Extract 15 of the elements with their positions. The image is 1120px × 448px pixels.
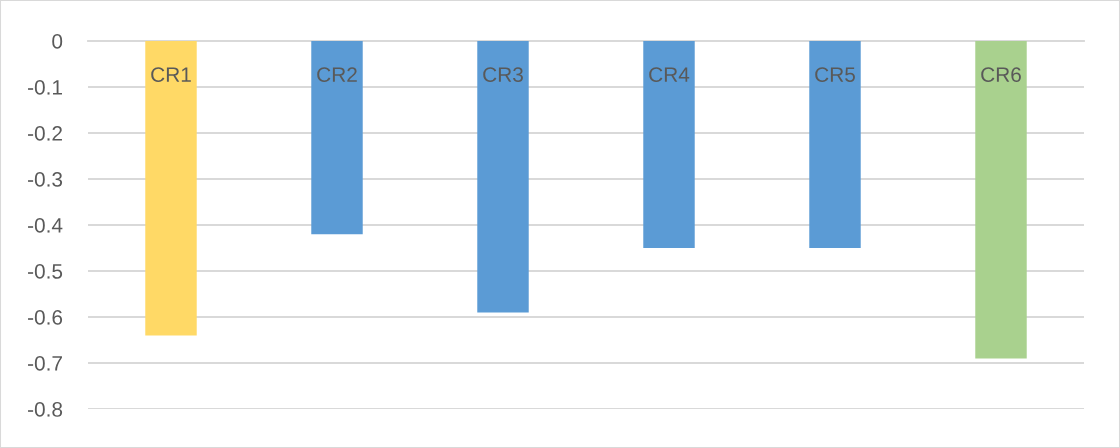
x-tick-label: CR5	[815, 67, 855, 82]
y-tick-label: -0.3	[28, 172, 63, 187]
y-tick-label: -0.1	[28, 80, 62, 95]
x-tick-label: CR2	[317, 67, 357, 82]
y-tick-label: -0.7	[28, 356, 62, 371]
y-tick-label: -0.2	[28, 126, 62, 141]
y-tick-label: -0.5	[28, 264, 63, 279]
y-tick-label: -0.8	[28, 402, 63, 417]
x-tick-label: CR3	[483, 67, 523, 82]
x-tick-label: CR4	[649, 67, 690, 82]
x-tick-label: CR1	[151, 67, 191, 82]
y-tick-label: -0.4	[28, 218, 63, 233]
x-tick-label: CR6	[981, 67, 1021, 82]
y-tick-label: -0.6	[28, 310, 63, 325]
y-tick-label: 0	[52, 34, 63, 49]
